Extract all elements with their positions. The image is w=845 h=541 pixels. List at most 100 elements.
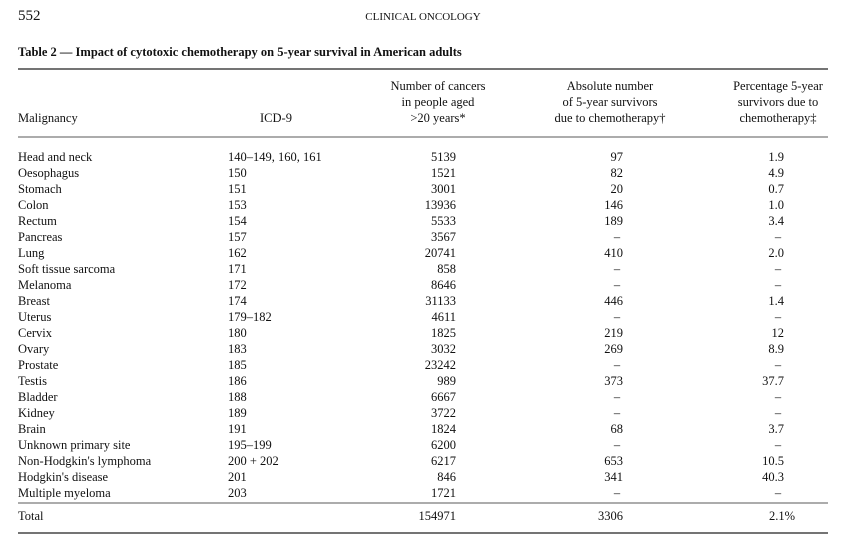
row-label: Lung: [18, 246, 45, 260]
cell: 989: [437, 374, 456, 388]
table-title: Table 2 — Impact of cytotoxic chemothera…: [18, 45, 462, 59]
cell: 186: [228, 374, 247, 388]
cell: 3032: [431, 342, 456, 356]
total-cell: 2.1%: [769, 509, 795, 523]
cell: 154: [228, 214, 248, 228]
page-number: 552: [18, 8, 41, 24]
cell: 3.7: [768, 422, 784, 436]
cell: –: [613, 406, 621, 420]
cell: 6200: [431, 438, 456, 452]
column-header: >20 years*: [410, 111, 465, 125]
cell: 23242: [425, 358, 456, 372]
column-header: due to chemotherapy†: [554, 111, 665, 125]
row-label: Bladder: [18, 390, 58, 404]
column-header: chemotherapy‡: [739, 111, 816, 125]
cell: 200 + 202: [228, 454, 279, 468]
row-label: Non-Hodgkin's lymphoma: [18, 454, 152, 468]
cell: 185: [228, 358, 247, 372]
cell: 157: [228, 230, 247, 244]
cell: 1824: [431, 422, 457, 436]
cell: –: [613, 262, 621, 276]
cell: 201: [228, 470, 247, 484]
cell: 12: [772, 326, 785, 340]
row-label: Soft tissue sarcoma: [18, 262, 116, 276]
cell: 179–182: [228, 310, 272, 324]
cell: 219: [604, 326, 623, 340]
cell: –: [613, 230, 621, 244]
cell: 20741: [425, 246, 456, 260]
cell: 68: [611, 422, 624, 436]
row-label: Multiple myeloma: [18, 486, 111, 500]
cell: 373: [604, 374, 623, 388]
row-label: Testis: [18, 374, 47, 388]
cell: 4.9: [768, 166, 784, 180]
cell: 5139: [431, 150, 456, 164]
column-header: Number of cancers: [390, 79, 485, 93]
column-header: of 5-year survivors: [562, 95, 657, 109]
cell: 4611: [431, 310, 456, 324]
cell: 446: [604, 294, 623, 308]
cell: 3.4: [768, 214, 784, 228]
cell: 6217: [431, 454, 456, 468]
cell: 1825: [431, 326, 456, 340]
cell: 846: [437, 470, 456, 484]
row-label: Rectum: [18, 214, 57, 228]
cell: 203: [228, 486, 247, 500]
cell: 82: [611, 166, 624, 180]
column-header: ICD-9: [260, 111, 292, 125]
row-label: Prostate: [18, 358, 59, 372]
cell: 1.0: [768, 198, 784, 212]
cell: 174: [228, 294, 248, 308]
cell: 189: [604, 214, 623, 228]
cell: 3722: [431, 406, 456, 420]
cell: –: [613, 438, 621, 452]
cell: 8646: [431, 278, 456, 292]
cell: 3001: [431, 182, 456, 196]
cell: 8.9: [768, 342, 784, 356]
total-cell: 3306: [598, 509, 623, 523]
column-header: survivors due to: [738, 95, 819, 109]
cell: –: [774, 230, 782, 244]
cell: 31133: [425, 294, 456, 308]
cell: –: [613, 358, 621, 372]
cell: 40.3: [762, 470, 784, 484]
column-header: Malignancy: [18, 111, 78, 125]
cell: –: [774, 390, 782, 404]
cell: –: [774, 278, 782, 292]
column-header: in people aged: [402, 95, 476, 109]
cell: 2.0: [768, 246, 784, 260]
cell: 341: [604, 470, 623, 484]
cell: 37.7: [762, 374, 784, 388]
row-label: Breast: [18, 294, 50, 308]
total-label: Total: [18, 509, 44, 523]
cell: –: [613, 390, 621, 404]
cell: 151: [228, 182, 247, 196]
cell: 269: [604, 342, 623, 356]
cell: 5533: [431, 214, 456, 228]
cell: –: [774, 406, 782, 420]
cell: –: [774, 358, 782, 372]
row-label: Kidney: [18, 406, 56, 420]
row-label: Unknown primary site: [18, 438, 131, 452]
cell: 172: [228, 278, 247, 292]
cell: –: [774, 262, 782, 276]
cell: 1.4: [768, 294, 784, 308]
running-title: CLINICAL ONCOLOGY: [365, 11, 480, 23]
cell: 146: [604, 198, 623, 212]
cell: 97: [611, 150, 624, 164]
cell: 188: [228, 390, 247, 404]
cell: 140–149, 160, 161: [228, 150, 322, 164]
cell: 13936: [425, 198, 456, 212]
row-label: Stomach: [18, 182, 62, 196]
cell: 6667: [431, 390, 456, 404]
row-label: Oesophagus: [18, 166, 79, 180]
cell: –: [613, 310, 621, 324]
row-label: Cervix: [18, 326, 53, 340]
cell: 1.9: [768, 150, 784, 164]
cell: 653: [604, 454, 623, 468]
cell: 1521: [431, 166, 456, 180]
cell: 162: [228, 246, 247, 260]
total-cell: 154971: [419, 509, 457, 523]
row-label: Pancreas: [18, 230, 63, 244]
row-label: Uterus: [18, 310, 51, 324]
